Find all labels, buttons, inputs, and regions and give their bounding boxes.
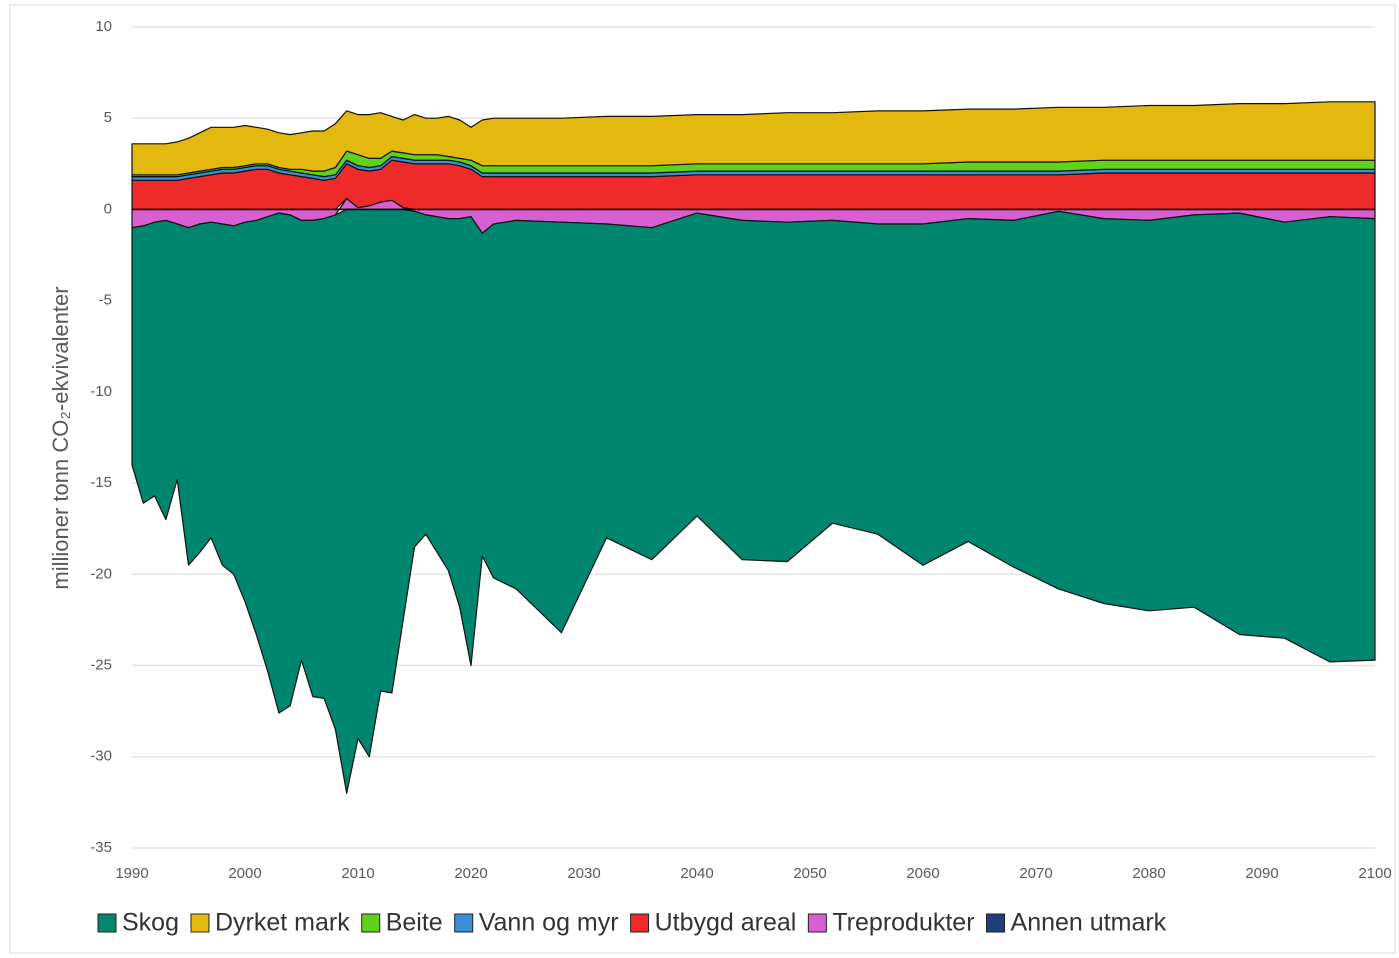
legend-label: Skog [122, 909, 179, 937]
x-tick-label: 2060 [906, 865, 939, 882]
area [131, 101, 1376, 176]
x-tick-label: 2090 [1245, 865, 1278, 882]
legend-label: Beite [386, 909, 443, 937]
y-axis-label: millioner tonn CO₂-ekvivalenter [48, 286, 73, 589]
legend-swatch [630, 913, 650, 933]
area [131, 208, 1376, 794]
legend-swatch [361, 913, 381, 933]
x-tick-label: 2040 [680, 865, 713, 882]
y-tick-label: 0 [104, 200, 112, 217]
y-tick-label: -15 [90, 474, 112, 491]
x-tick-label: 2050 [793, 865, 826, 882]
x-tick-label: 2100 [1358, 865, 1391, 882]
x-tick-label: 1990 [115, 865, 148, 882]
legend-swatch [986, 913, 1006, 933]
y-tick-label: -25 [90, 657, 112, 674]
y-tick-label: -10 [90, 383, 112, 400]
y-tick-label: -20 [90, 565, 112, 582]
y-tick-label: -5 [99, 292, 112, 309]
y-tick-label: -30 [90, 748, 112, 765]
legend-label: Dyrket mark [215, 909, 350, 937]
legend-swatch [807, 913, 827, 933]
x-tick-label: 2010 [341, 865, 374, 882]
x-tick-label: 2070 [1019, 865, 1052, 882]
y-tick-label: -35 [90, 839, 112, 856]
legend-swatch [97, 913, 117, 933]
legend-label: Vann og myr [479, 909, 619, 937]
legend-swatch [190, 913, 210, 933]
legend-swatch [454, 913, 474, 933]
legend-label: Utbygd areal [655, 909, 797, 937]
x-tick-label: 2030 [567, 865, 600, 882]
y-tick-label: 5 [104, 109, 112, 126]
x-tick-label: 2000 [228, 865, 261, 882]
x-tick-label: 2080 [1132, 865, 1165, 882]
legend-label: Treprodukter [832, 909, 974, 937]
y-tick-label: 10 [95, 18, 112, 35]
legend-label: Annen utmark [1011, 909, 1167, 937]
x-tick-label: 2020 [454, 865, 487, 882]
